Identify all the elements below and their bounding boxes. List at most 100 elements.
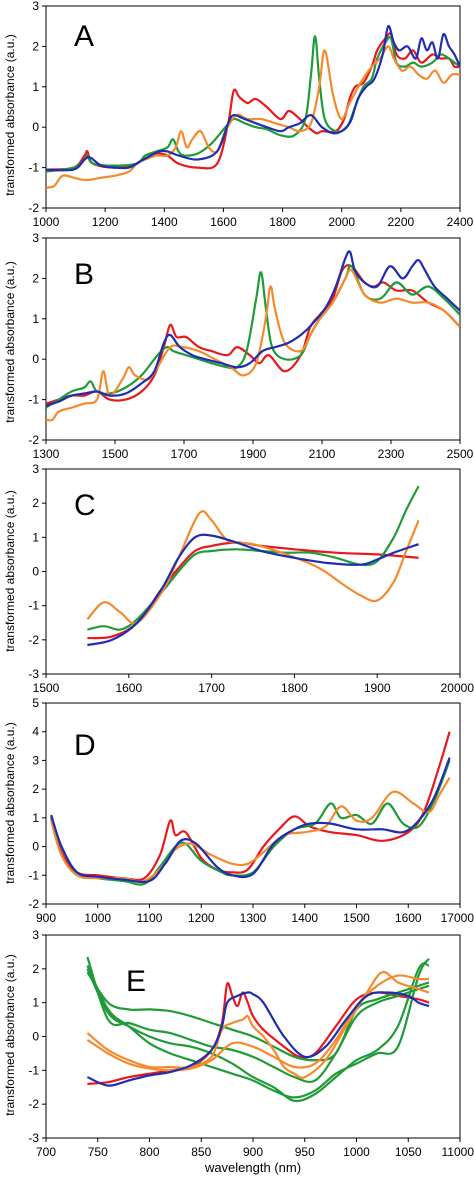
x-tick-label: 1800: [269, 215, 296, 229]
y-tick-label: 1: [32, 996, 39, 1010]
x-tick-label: 2400: [447, 215, 474, 229]
y-tick-label: 0: [32, 840, 39, 854]
series-line-red: [46, 264, 460, 405]
x-tick-label: 1600: [210, 215, 237, 229]
chart-panel-e: -3 -2 -1 0 1 2 3 700 750 800 850 900 950 1000 1050 1100…: [28, 928, 474, 1159]
chart-panel-c: -3 -2 -1 0 1 2 3 1500 1600 1700 1800 1900 20000 C: [28, 462, 474, 695]
y-tick-label: -2: [28, 433, 39, 447]
x-tick-label: 1400: [291, 911, 318, 925]
y-tick-label: 0: [32, 120, 39, 134]
y-axis-label: transformed absorbance (a.u.): [3, 954, 17, 1115]
y-tick-label: 3: [32, 928, 39, 942]
series-line-red: [46, 32, 460, 171]
y-tick-label: 2: [32, 962, 39, 976]
y-tick-label: -3: [28, 1131, 39, 1145]
x-axis-label: wavelength (nm): [204, 1160, 301, 1175]
y-tick-label: 1: [32, 80, 39, 94]
x-tick-label: 20000: [441, 681, 474, 695]
series-line-green: [86, 956, 430, 1084]
x-tick-label: 800: [139, 1145, 159, 1159]
x-tick-label: 11000: [442, 1145, 474, 1159]
series-group: [86, 956, 430, 1103]
series-line-orange: [46, 268, 460, 422]
series-line-orange: [50, 777, 451, 883]
x-tick-label: 1400: [151, 215, 178, 229]
y-tick-label: 4: [32, 725, 39, 739]
y-axis-label: transformed absorbance (a.u.): [3, 261, 17, 422]
plot-frame: [45, 5, 461, 209]
x-tick-label: 1200: [188, 911, 215, 925]
series-line-blue: [86, 991, 430, 1087]
series-group: [46, 250, 460, 422]
y-tick-label: 1: [32, 312, 39, 326]
series-group: [50, 731, 451, 886]
chart-panel-a: -2 -1 0 1 2 3 1000 1200 1400 1600 1800 2000 2200 2400…: [28, 0, 473, 229]
series-line-blue: [87, 533, 419, 647]
x-tick-label: 1900: [240, 447, 267, 461]
x-tick-label: 1600: [115, 681, 142, 695]
y-tick-label: -2: [28, 897, 39, 911]
x-tick-label: 17000: [441, 911, 474, 925]
plot-frame: [45, 237, 461, 441]
series-line-green: [46, 264, 460, 409]
x-tick-label: 2200: [388, 215, 415, 229]
x-tick-label: 1000: [343, 1145, 370, 1159]
series-line-green: [46, 35, 460, 173]
panel-letter: A: [74, 20, 94, 53]
chart-panel-b: -2 -1 0 1 2 3 1300 1500 1700 1900 2100 2300 2500 B: [28, 231, 473, 461]
x-tick-label: 2000: [328, 215, 355, 229]
y-axis-label: transformed absorbance (a.u.): [3, 490, 17, 651]
x-tick-label: 1500: [102, 447, 129, 461]
y-tick-label: -3: [28, 667, 39, 681]
series-line-orange: [86, 974, 430, 1072]
x-tick-label: 1600: [395, 911, 422, 925]
x-tick-label: 2300: [378, 447, 405, 461]
y-tick-label: -2: [28, 1097, 39, 1111]
y-tick-label: 1: [32, 811, 39, 825]
series-group: [86, 485, 420, 647]
series-line-green: [87, 485, 420, 631]
x-tick-label: 2100: [309, 447, 336, 461]
x-tick-label: 1300: [240, 911, 267, 925]
x-tick-label: 1100: [137, 911, 163, 925]
x-tick-label: 1300: [33, 447, 60, 461]
x-tick-label: 1800: [281, 681, 308, 695]
series-line-orange: [46, 45, 460, 189]
panel-letter: B: [74, 258, 94, 291]
series-line-blue: [46, 250, 460, 407]
y-tick-label: 3: [32, 231, 39, 245]
y-tick-label: -2: [28, 201, 39, 215]
series-line-green: [86, 971, 430, 1062]
x-tick-label: 1000: [33, 215, 60, 229]
x-tick-label: 700: [36, 1145, 56, 1159]
x-tick-label: 1500: [343, 911, 370, 925]
chart-panel-d: -2 -1 0 1 2 3 4 5 900 1000 1100 1200 1300 1400 1500 160…: [28, 696, 474, 925]
y-tick-label: 5: [32, 696, 39, 710]
y-tick-label: 0: [32, 1030, 39, 1044]
series-line-blue: [46, 25, 460, 172]
panel-letter: C: [74, 489, 96, 522]
y-tick-label: -1: [28, 868, 39, 882]
series-line-blue: [50, 757, 451, 884]
y-axis-label: transformed absorbance (a.u.): [3, 34, 17, 195]
y-tick-label: 2: [32, 39, 39, 53]
x-tick-label: 900: [243, 1145, 263, 1159]
x-tick-label: 1000: [84, 911, 111, 925]
y-tick-label: 2: [32, 271, 39, 285]
y-tick-label: 2: [32, 496, 39, 510]
x-tick-label: 850: [191, 1145, 211, 1159]
y-tick-label: -1: [28, 1063, 39, 1077]
x-tick-label: 1500: [33, 681, 60, 695]
y-tick-label: -1: [28, 599, 39, 613]
y-tick-label: 3: [32, 462, 39, 476]
x-tick-label: 1900: [364, 681, 391, 695]
y-tick-label: 3: [32, 0, 39, 13]
series-line-orange: [86, 510, 420, 625]
series-line-green: [86, 958, 430, 1099]
x-tick-label: 1700: [198, 681, 225, 695]
y-tick-label: -1: [28, 393, 39, 407]
x-tick-label: 950: [295, 1145, 315, 1159]
y-tick-label: -2: [28, 633, 39, 647]
y-tick-label: 1: [32, 530, 39, 544]
x-tick-label: 1700: [171, 447, 198, 461]
